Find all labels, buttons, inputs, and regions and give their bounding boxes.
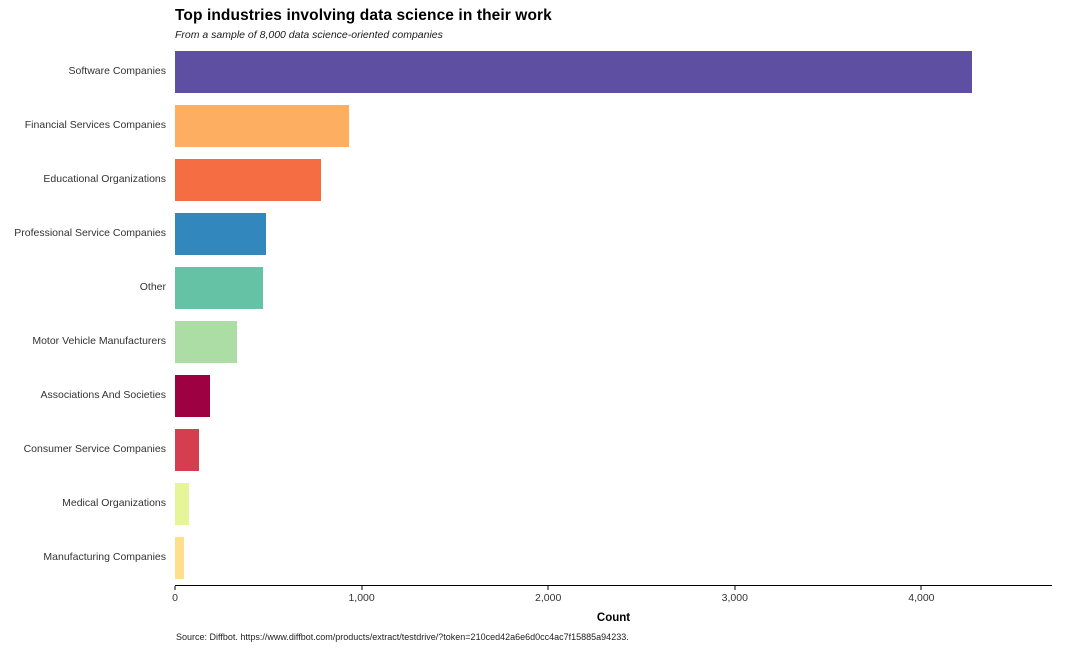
bar-track (175, 321, 1052, 363)
bar-row: Software Companies (0, 45, 1052, 99)
bar (175, 51, 972, 93)
x-tick-label: 1,000 (348, 592, 375, 604)
x-tick-mark (734, 586, 736, 590)
bar (175, 159, 321, 201)
bar (175, 321, 237, 363)
x-axis-label: Count (596, 612, 631, 624)
bar (175, 267, 263, 309)
x-tick-label: 2,000 (535, 592, 562, 604)
bar-row: Consumer Service Companies (0, 423, 1052, 477)
category-label: Financial Services Companies (24, 119, 166, 132)
x-axis-line (175, 585, 1052, 586)
bar (175, 105, 349, 147)
bar-row: Professional Service Companies (0, 207, 1052, 261)
category-label: Manufacturing Companies (43, 551, 166, 564)
chart-subtitle: From a sample of 8,000 data science-orie… (175, 29, 443, 41)
bar-track (175, 483, 1052, 525)
category-label: Educational Organizations (43, 173, 166, 186)
category-label: Associations And Societies (40, 389, 167, 402)
bar-row: Manufacturing Companies (0, 531, 1052, 585)
bar-track (175, 267, 1052, 309)
bar-track (175, 429, 1052, 471)
x-tick-label: 3,000 (721, 592, 748, 604)
bar (175, 375, 211, 417)
plot-area: Software Companies Financial Services Com… (0, 45, 1052, 585)
x-tick-mark (361, 586, 363, 590)
bar-track (175, 159, 1052, 201)
category-label: Software Companies (68, 65, 166, 78)
x-tick-mark (920, 586, 922, 590)
bar-row: Motor Vehicle Manufacturers (0, 315, 1052, 369)
category-label: Medical Organizations (62, 497, 166, 510)
bar (175, 483, 189, 525)
bar (175, 213, 267, 255)
bar-track (175, 375, 1052, 417)
bar-track (175, 537, 1052, 579)
chart-header: Top industries involving data science in… (175, 7, 552, 41)
bar-row: Associations And Societies (0, 369, 1052, 423)
x-tick-mark (174, 586, 176, 590)
bar-row: Financial Services Companies (0, 99, 1052, 153)
x-tick-mark (547, 586, 549, 590)
bar (175, 429, 200, 471)
bar-track (175, 213, 1052, 255)
chart-title: Top industries involving data science in… (175, 7, 552, 24)
bar-row: Educational Organizations (0, 153, 1052, 207)
bar-track (175, 51, 1052, 93)
category-label: Professional Service Companies (14, 227, 166, 240)
bar-row: Medical Organizations (0, 477, 1052, 531)
x-axis: 0 1,000 2,000 3,000 4,000 (172, 586, 1052, 610)
x-tick-label: 4,000 (908, 592, 935, 604)
category-label: Motor Vehicle Manufacturers (32, 335, 166, 348)
x-tick-label: 0 (172, 592, 178, 604)
bar-row: Other (0, 261, 1052, 315)
bar (175, 537, 185, 579)
category-label: Consumer Service Companies (23, 443, 166, 456)
source-caption: Source: Diffbot. https://www.diffbot.com… (176, 632, 629, 642)
category-label: Other (139, 281, 166, 294)
bar-track (175, 105, 1052, 147)
